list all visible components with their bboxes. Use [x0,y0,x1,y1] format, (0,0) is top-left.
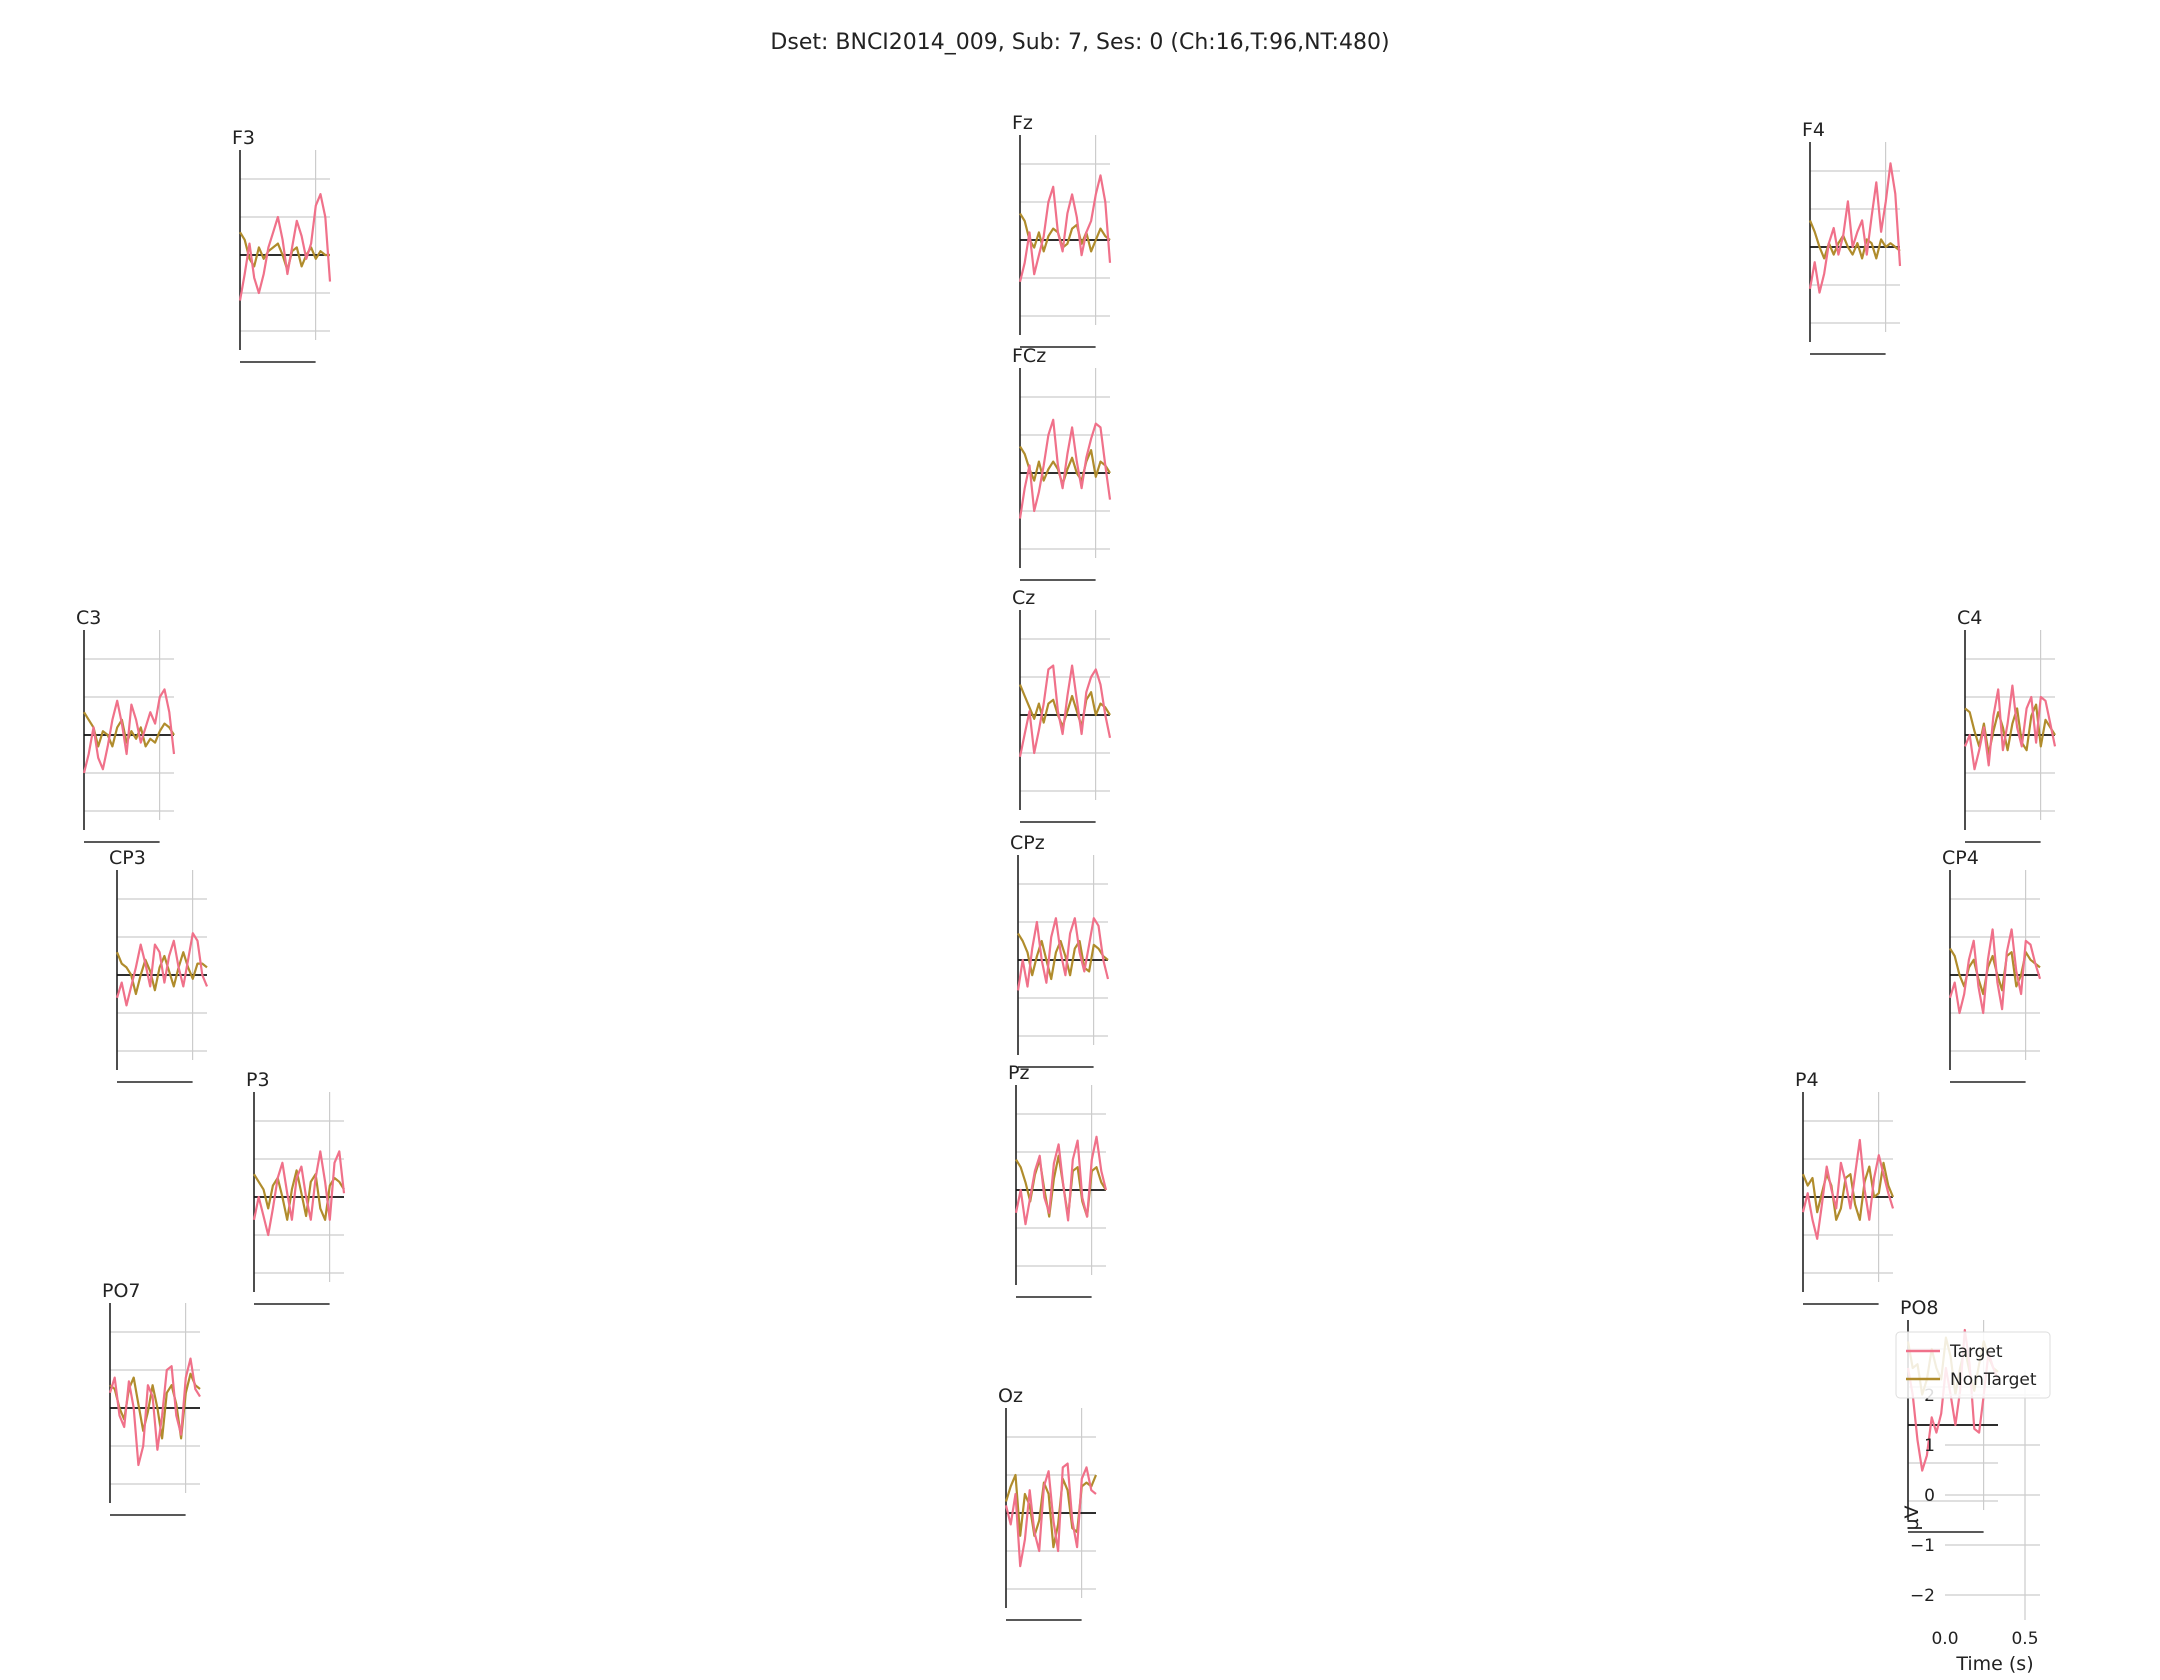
channel-label-c4: C4 [1957,607,1982,629]
x-tick-label: 0.5 [2011,1629,2038,1649]
channel-panel-oz: Oz [998,1385,1098,1621]
series-line-target [252,1150,346,1237]
channel-label-f4: F4 [1802,119,1825,141]
channel-panel-cp4: CP4 [1942,847,2042,1083]
legend: Target NonTarget [1895,1331,2051,1399]
channel-panel-cz: Cz [1012,587,1112,823]
legend-entry-target: Target [1949,1342,2003,1362]
series-line-nontarget [1019,212,1111,253]
channel-label-c3: C3 [76,607,101,629]
channel-label-cp3: CP3 [109,847,146,869]
x-axis-label: Time (s) [1955,1653,2033,1675]
channel-label-p3: P3 [246,1069,270,1091]
series-line-target [1018,174,1112,283]
series-line-target [1016,917,1110,991]
channel-panel-c3: C3 [76,607,176,843]
channel-panel-cpz: CPz [1010,832,1110,1068]
channel-label-pz: Pz [1008,1062,1029,1084]
legend-box [1895,1331,2051,1399]
y-tick-label: −2 [1910,1586,1935,1606]
series-line-target [82,688,176,774]
channel-panel-c4: C4 [1957,607,2057,843]
series-line-target [1948,928,2042,1015]
channel-panel-fz: Fz [1012,112,1112,348]
series-line-target [108,1357,201,1467]
channel-label-po8: PO8 [1900,1297,1939,1319]
channel-label-p4: P4 [1795,1069,1819,1091]
series-line-target [238,193,332,301]
channel-panel-pz: Pz [1008,1062,1108,1298]
series-line-nontarget [253,1169,345,1221]
series-line-target [1004,1462,1097,1568]
channel-label-cz: Cz [1012,587,1035,609]
series-line-target [1018,418,1112,519]
y-tick-label: −1 [1910,1536,1935,1556]
channel-label-cp4: CP4 [1942,847,1979,869]
channel-label-oz: Oz [998,1385,1023,1407]
series-line-target [115,932,209,1007]
channel-panel-p3: P3 [246,1069,346,1305]
series-line-target [1801,1138,1895,1240]
series-line-nontarget [1017,932,1109,981]
channel-label-fz: Fz [1012,112,1033,134]
legend-entry-nontarget: NonTarget [1950,1370,2037,1390]
channel-label-po7: PO7 [102,1280,141,1302]
series-line-target [1014,1135,1108,1226]
channel-panel-cp3: CP3 [109,847,209,1083]
channel-panel-fcz: FCz [1012,345,1112,581]
series-line-target [1018,664,1112,758]
channel-panel-f3: F3 [232,127,332,363]
x-tick-label: 0.0 [1931,1629,1958,1649]
series-line-target [1808,162,1902,294]
channel-panel-p4: P4 [1795,1069,1895,1305]
y-tick-label: 1 [1924,1436,1935,1456]
channel-label-fcz: FCz [1012,345,1046,367]
series-line-target [1963,684,2057,771]
series-line-target [1906,1328,2000,1472]
y-tick-label: 0 [1924,1486,1935,1506]
channel-label-cpz: CPz [1010,832,1045,854]
y-axis-label: µV [1901,1505,1923,1530]
channel-panel-f4: F4 [1802,119,1902,355]
channel-label-f3: F3 [232,127,255,149]
series-line-nontarget [1808,219,1901,260]
series-line-nontarget [1801,1161,1895,1221]
chart-title: Dset: BNCI2014_009, Sub: 7, Ses: 0 (Ch:1… [770,30,1390,55]
channel-panel-po7: PO7 [102,1280,201,1516]
